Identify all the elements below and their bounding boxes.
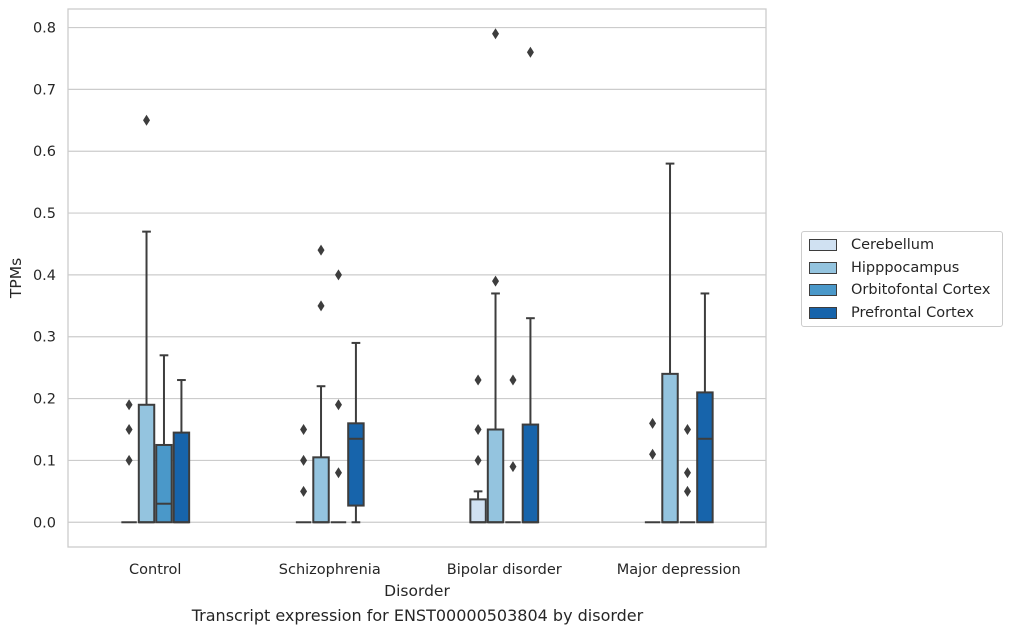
legend-label-orbitofrontal-cortex: Orbitofontal Cortex [851,282,991,298]
y-tick-label: 0.7 [33,82,56,98]
y-tick-label: 0.6 [33,144,56,160]
outlier-point [300,454,308,466]
legend: Cerebellum Hipppocampus Orbitofontal Cor… [801,231,1003,327]
box-0-2 [155,354,173,524]
box-2-0 [469,374,487,524]
y-tick-label: 0.8 [33,21,56,37]
outlier-point [526,46,534,58]
outlier-point [509,461,517,473]
outlier-point [334,269,342,281]
box-plot-layer [121,28,714,524]
box-rect [172,431,191,524]
legend-swatch-cerebellum [809,239,837,251]
legend-swatch-hippocampus [809,262,837,274]
outlier-point [474,374,482,386]
box-0-0 [121,399,137,524]
outlier-point [683,485,691,497]
outlier-point [125,454,133,466]
box-3-0 [644,417,661,524]
x-tick-label: Schizophrenia [279,562,381,578]
outlier-point [509,374,517,386]
box-2-2 [505,374,521,524]
outlier-point [300,485,308,497]
outlier-point [317,244,325,256]
outlier-point [649,417,657,429]
box-rect [486,428,505,524]
box-3-1 [661,162,679,524]
figure-caption: Transcript expression for ENST0000050380… [191,606,644,625]
box-0-3 [172,379,191,524]
y-tick-label: 0.5 [33,206,56,222]
outlier-point [125,424,133,436]
box-2-3 [521,46,540,524]
outlier-point [125,399,133,411]
plot-frame [67,8,767,548]
box-rect [696,391,714,524]
x-tick-label: Bipolar disorder [447,562,562,578]
y-tick-label: 0.3 [33,330,56,346]
y-tick-label: 0.4 [33,268,56,284]
y-tick-label: 0.1 [33,453,56,469]
outlier-point [334,399,342,411]
box-1-0 [295,424,312,524]
outlier-point [474,424,482,436]
box-2-1 [486,28,505,524]
box-1-1 [312,244,330,524]
box-1-2 [330,269,347,524]
box-rect [137,403,156,524]
box-3-3 [696,292,714,524]
y-tick-labels: 0.0 0.1 0.2 0.3 0.4 0.5 0.6 0.7 0.8 [33,21,56,532]
x-tick-labels: Control Schizophrenia Bipolar disorder Majo… [129,562,741,578]
outlier-point [474,454,482,466]
outlier-point [143,114,151,126]
y-axis-title: TPMs [7,258,25,299]
y-tick-label: 0.0 [33,515,56,531]
box-rect [661,372,679,524]
y-tick-label: 0.2 [33,392,56,408]
box-rect [347,422,365,507]
box-0-1 [137,114,156,524]
x-tick-label: Control [129,562,181,578]
box-1-3 [347,341,365,524]
outlier-point [492,275,500,287]
outlier-point [649,448,657,460]
box-rect [469,498,487,524]
box-rect [155,443,173,524]
legend-label-prefrontal-cortex: Prefrontal Cortex [851,305,974,321]
outlier-point [492,28,500,40]
legend-label-cerebellum: Cerebellum [851,237,935,253]
outlier-point [683,424,691,436]
outlier-point [683,467,691,479]
x-tick-label: Major depression [617,562,741,578]
legend-label-hippocampus: Hipppocampus [851,260,960,276]
legend-swatch-prefrontal-cortex [809,307,837,319]
outlier-point [334,467,342,479]
box-rect [521,423,540,524]
outlier-point [317,300,325,312]
box-rect [312,456,330,524]
outlier-point [300,424,308,436]
x-axis-title: Disorder [384,582,450,600]
box-3-2 [679,424,696,524]
legend-swatch-orbitofrontal-cortex [809,284,837,296]
